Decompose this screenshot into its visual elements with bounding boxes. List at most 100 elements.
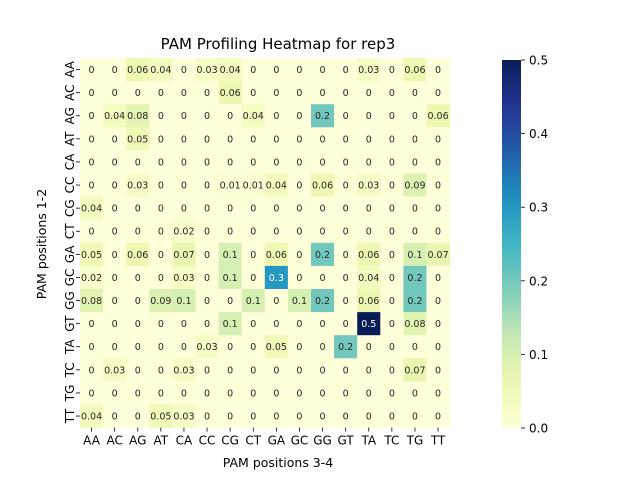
heatmap-cell-cg-ct [241, 196, 266, 221]
cell-value-label: 0 [250, 411, 256, 422]
cell-value-label: 0.1 [292, 296, 307, 307]
cell-value-label: 0 [112, 65, 118, 76]
heatmap-cell-ag-cc [195, 104, 220, 128]
cell-value-label: 0.2 [315, 111, 330, 122]
cell-value-label: 0 [435, 365, 441, 376]
cell-value-label: 0 [273, 134, 279, 145]
heatmap-cell-ta-ga [264, 335, 289, 359]
heatmap-cell-gc-ca [172, 265, 197, 290]
heatmap-cell-tt-at [149, 404, 173, 429]
heatmap-cell-ca-cc [195, 150, 220, 175]
heatmap-cell-cc-tg [403, 173, 428, 198]
heatmap-cell-cg-cg [218, 196, 243, 221]
cell-value-label: 0 [227, 342, 233, 353]
x-tick-label: CA [176, 434, 193, 448]
cell-value-label: 0 [112, 273, 118, 284]
cell-value-label: 0.08 [81, 296, 102, 307]
y-tick-label: GG [63, 291, 77, 310]
heatmap-cell-ag-ca [172, 104, 197, 128]
cell-value-label: 0 [89, 319, 95, 330]
cell-value-label: 0 [389, 342, 395, 353]
heatmap-cell-ca-ta [357, 150, 381, 175]
heatmap-cell-gt-ct [241, 312, 266, 336]
heatmap-cell-ca-ga [264, 150, 289, 175]
cell-value-label: 0 [389, 319, 395, 330]
heatmap-cell-ag-ct [241, 104, 266, 128]
cell-value-label: 0 [389, 88, 395, 99]
heatmap-cell-ac-at [149, 81, 173, 105]
cell-value-label: 0 [158, 157, 164, 168]
cell-value-label: 0 [135, 365, 141, 376]
heatmap-cell-ct-tc [380, 219, 404, 244]
heatmap-cell-ga-ag [126, 242, 150, 267]
heatmap-cell-gg-tg [403, 289, 428, 313]
cell-value-label: 0 [343, 296, 349, 307]
heatmap-cell-tt-gt [334, 404, 358, 429]
y-tick-label: AC [63, 84, 77, 100]
heatmap-cell-ac-cc [195, 81, 220, 105]
cell-value-label: 0 [89, 157, 95, 168]
heatmap-cell-ct-ct [241, 219, 266, 244]
cell-value-label: 0 [320, 134, 326, 145]
cell-value-label: 0 [296, 319, 302, 330]
heatmap-cell-cg-gt [334, 196, 358, 221]
cell-value-label: 0 [112, 180, 118, 191]
cell-value-label: 0 [366, 342, 372, 353]
heatmap-cell-cc-ca [172, 173, 197, 198]
cell-value-label: 0 [320, 88, 326, 99]
cell-value-label: 0 [112, 134, 118, 145]
cell-value-label: 0 [273, 411, 279, 422]
cell-value-label: 0.04 [243, 111, 264, 122]
heatmap-cell-aa-ta [357, 58, 381, 82]
heatmap-cell-aa-ag [126, 58, 150, 82]
heatmap-cell-ga-at [149, 242, 173, 267]
cell-value-label: 0.04 [266, 180, 287, 191]
cell-value-label: 0.02 [173, 227, 194, 238]
heatmap-cell-tt-ca [172, 404, 197, 429]
heatmap-cell-ac-ct [241, 81, 266, 105]
heatmap-cell-at-ct [241, 127, 266, 151]
y-axis-label: PAM positions 1-2 [34, 189, 49, 299]
cell-value-label: 0 [273, 88, 279, 99]
cell-value-label: 0 [135, 411, 141, 422]
cell-value-label: 0 [389, 365, 395, 376]
heatmap-cell-at-gc [287, 127, 312, 151]
heatmap-cell-aa-gg [311, 58, 335, 82]
heatmap-cell-ta-tc [380, 335, 404, 359]
heatmap-cell-ga-ta [357, 242, 381, 267]
heatmap-cell-gc-cc [195, 265, 220, 290]
cell-value-label: 0 [320, 411, 326, 422]
cell-value-label: 0 [296, 65, 302, 76]
heatmap-cell-cg-aa [80, 196, 104, 221]
cell-value-label: 0 [320, 65, 326, 76]
heatmap-cell-tc-gg [311, 358, 335, 382]
x-tick-label: GC [291, 434, 309, 448]
heatmap-cell-ga-aa [80, 242, 104, 267]
heatmap-cell-cc-cc [195, 173, 220, 198]
heatmap-cell-gt-ca [172, 312, 197, 336]
x-tick-label: AC [106, 434, 122, 448]
cell-value-label: 0 [273, 204, 279, 215]
cell-value-label: 0 [320, 319, 326, 330]
heatmap-cell-tt-ac [103, 404, 127, 429]
heatmap-cell-gc-ct [241, 265, 266, 290]
cell-value-label: 0 [273, 296, 279, 307]
cell-value-label: 0 [343, 319, 349, 330]
cell-value-label: 0 [181, 319, 187, 330]
heatmap-cell-tg-ga [264, 381, 289, 406]
heatmap-cell-tc-ac [103, 358, 127, 382]
heatmap-annotations: 0 0 0.06 0.04 0 0.03 0.04 0 0 0 0 0 0.03 0 0.06 00 0 0 0 0 0… [81, 65, 449, 423]
x-tick-label: CC [199, 434, 216, 448]
cell-value-label: 0 [181, 157, 187, 168]
heatmap-cell-ag-gg [311, 104, 335, 128]
cell-value-label: 0 [227, 134, 233, 145]
cell-value-label: 0 [296, 180, 302, 191]
heatmap-cell-gc-tc [380, 265, 404, 290]
heatmap-cell-gg-gc [287, 289, 312, 313]
heatmap-cell-tg-gg [311, 381, 335, 406]
heatmap-cell-gt-tc [380, 312, 404, 336]
cell-value-label: 0.03 [173, 273, 194, 284]
cell-value-label: 0.02 [81, 273, 102, 284]
cell-value-label: 0 [389, 250, 395, 261]
